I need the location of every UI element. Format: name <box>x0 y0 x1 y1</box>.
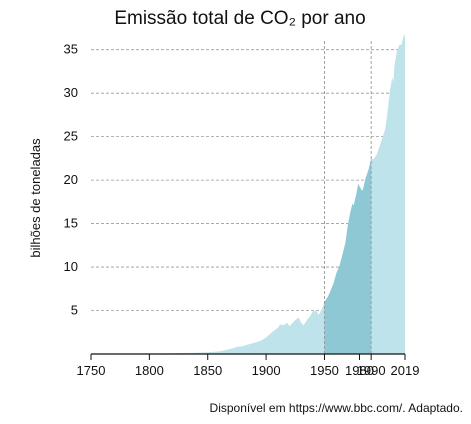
x-tick-label-2019: 2019 <box>391 363 420 378</box>
area-layer <box>91 34 405 355</box>
series-area <box>91 34 405 355</box>
chart-title: Emissão total de CO₂ por ano <box>114 8 365 29</box>
y-tick-label-10: 10 <box>64 259 78 274</box>
y-tick-label-15: 15 <box>64 216 78 231</box>
grid-lines <box>91 49 405 311</box>
x-tick-label-1800: 1800 <box>135 363 164 378</box>
source-note: Disponível em https://www.bbc.com/. Adap… <box>210 401 463 415</box>
y-tick-label-35: 35 <box>64 42 78 57</box>
highlight-area <box>324 158 372 354</box>
y-tick-labels: 5 10 15 20 25 30 35 <box>64 42 78 318</box>
y-tick-label-5: 5 <box>71 303 78 318</box>
axes <box>90 353 406 360</box>
x-tick-label-1750: 1750 <box>77 363 106 378</box>
y-tick-label-30: 30 <box>64 85 78 100</box>
x-tick-label-1990: 1990 <box>357 363 386 378</box>
x-tick-label-1980: 1980 <box>345 363 374 378</box>
y-tick-label-25: 25 <box>64 129 78 144</box>
vertical-markers <box>324 41 372 354</box>
y-tick-label-20: 20 <box>64 172 78 187</box>
y-axis-label: bilhões de toneladas <box>28 138 43 258</box>
x-tick-label-1850: 1850 <box>193 363 222 378</box>
x-tick-label-1900: 1900 <box>252 363 281 378</box>
x-tick-label-1950: 1950 <box>310 363 339 378</box>
